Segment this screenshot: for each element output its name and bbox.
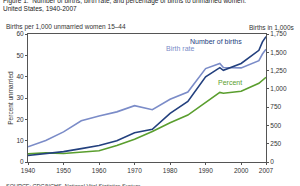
svg-text:1950: 1950 (56, 167, 71, 174)
svg-text:0: 0 (270, 158, 274, 165)
svg-text:750: 750 (270, 103, 281, 110)
svg-text:Number of births: Number of births (190, 38, 242, 45)
svg-text:1990: 1990 (198, 167, 213, 174)
svg-text:1960: 1960 (92, 167, 107, 174)
svg-text:1,750: 1,750 (270, 30, 287, 37)
svg-text:10: 10 (16, 137, 24, 144)
svg-text:1980: 1980 (163, 167, 178, 174)
svg-text:500: 500 (270, 122, 281, 129)
svg-text:Percent: Percent (218, 79, 242, 86)
svg-text:1970: 1970 (127, 167, 142, 174)
svg-text:1,250: 1,250 (270, 67, 287, 74)
svg-text:30: 30 (16, 94, 24, 101)
svg-text:Births in 1,000s: Births in 1,000s (249, 24, 295, 31)
svg-text:Figure 1. Number of births, b: Figure 1. Number of births, birth rate, … (3, 0, 246, 12)
svg-text:0: 0 (20, 158, 24, 165)
svg-text:250: 250 (270, 140, 281, 147)
svg-text:1,500: 1,500 (270, 49, 287, 56)
svg-text:20: 20 (16, 116, 24, 123)
svg-text:1,000: 1,000 (270, 85, 287, 92)
svg-text:Birth rate: Birth rate (166, 45, 195, 52)
svg-text:Births per 1,000 unmarried wom: Births per 1,000 unmarried women 15–44 (6, 23, 126, 31)
svg-text:50: 50 (16, 52, 24, 59)
svg-text:40: 40 (16, 73, 24, 80)
svg-text:60: 60 (16, 30, 24, 37)
svg-text:SOURCE: CDC/NCHS, National Vit: SOURCE: CDC/NCHS, National Vital Statist… (6, 183, 142, 186)
svg-text:2000: 2000 (234, 167, 249, 174)
svg-text:1940: 1940 (21, 167, 36, 174)
svg-text:2007: 2007 (259, 167, 274, 174)
svg-text:Percent unmarried: Percent unmarried (7, 71, 14, 125)
